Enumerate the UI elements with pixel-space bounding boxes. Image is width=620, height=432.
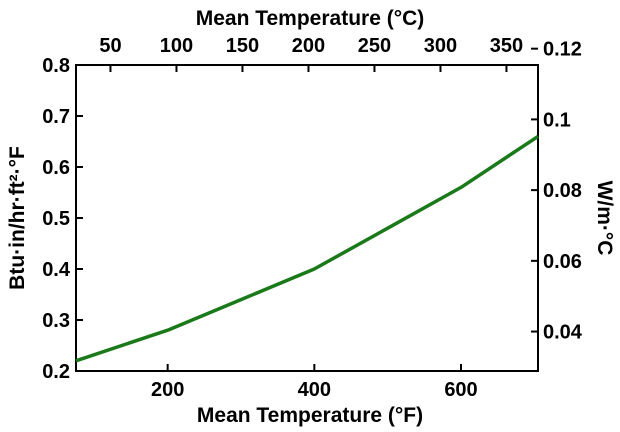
- right-axis-ticks: 0.04 0.06 0.08 0.1 0.12: [531, 39, 583, 344]
- left-axis-ticks: 0.2 0.3 0.4 0.5 0.6 0.7 0.8: [42, 55, 83, 383]
- right-axis-title: W/m·°C: [593, 181, 616, 256]
- right-tick-label: 0.1: [543, 109, 571, 131]
- left-tick-label: 0.8: [42, 55, 70, 77]
- bottom-axis-ticks: 200 400 600: [151, 364, 478, 401]
- left-tick-label: 0.5: [42, 208, 70, 230]
- top-tick-label: 250: [358, 35, 391, 57]
- right-tick-label: 0.12: [543, 39, 582, 61]
- top-axis-title: Mean Temperature (°C): [196, 7, 425, 30]
- top-tick-label: 300: [424, 35, 457, 57]
- left-tick-label: 0.7: [42, 106, 70, 128]
- bottom-tick-label: 200: [151, 379, 184, 401]
- left-tick-label: 0.4: [42, 259, 71, 281]
- bottom-tick-label: 600: [444, 379, 477, 401]
- top-tick-label: 100: [160, 35, 193, 57]
- top-tick-label: 350: [490, 35, 523, 57]
- left-axis-title: Btu·in/hr·ft²·°F: [6, 146, 29, 290]
- plot-area: [75, 64, 539, 372]
- right-tick-label: 0.06: [543, 251, 582, 273]
- bottom-axis-title: Mean Temperature (°F): [197, 404, 423, 427]
- left-tick-label: 0.3: [42, 310, 70, 332]
- left-tick-label: 0.2: [42, 361, 70, 383]
- top-tick-label: 150: [226, 35, 259, 57]
- series-group: [75, 134, 539, 363]
- conductivity-series-line: [75, 134, 539, 363]
- top-tick-label: 200: [292, 35, 325, 57]
- right-tick-label: 0.04: [543, 322, 583, 344]
- top-axis-ticks: 50 100 150 200 250 300 350: [99, 35, 523, 72]
- top-tick-label: 50: [99, 35, 121, 57]
- right-tick-label: 0.08: [543, 180, 582, 202]
- left-tick-label: 0.6: [42, 157, 70, 179]
- bottom-tick-label: 400: [298, 379, 331, 401]
